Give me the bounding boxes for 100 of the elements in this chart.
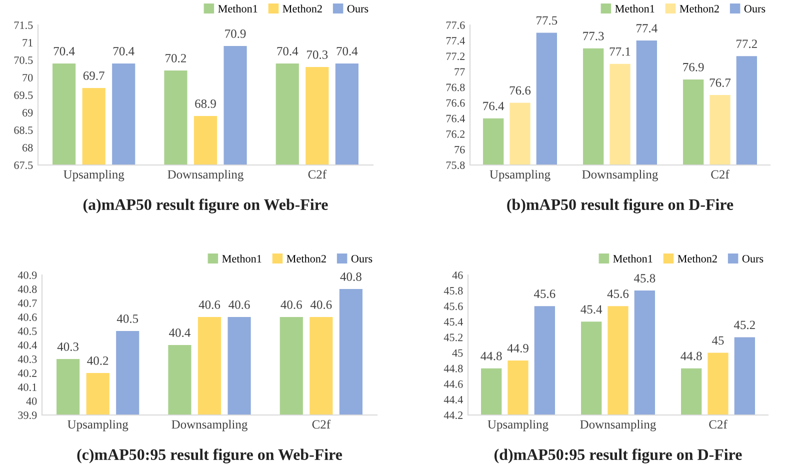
y-tick-label: 40.4 bbox=[18, 341, 37, 350]
x-tick-label: C2f bbox=[312, 420, 331, 429]
data-label: 40.6 bbox=[198, 300, 220, 309]
y-tick-label: 45.8 bbox=[444, 287, 463, 295]
y-tick-label: 40.8 bbox=[18, 285, 37, 294]
data-label: 69.7 bbox=[83, 72, 104, 80]
x-tick-label: C2f bbox=[308, 170, 327, 179]
y-tick-label: 70 bbox=[22, 74, 33, 82]
y-tick-label: 44.6 bbox=[444, 380, 463, 388]
y-tick-label: 40.9 bbox=[18, 271, 37, 280]
legend-label: Methon1 bbox=[222, 254, 262, 262]
x-tick-label: Upsampling bbox=[488, 420, 548, 432]
y-tick-label: 39.9 bbox=[18, 411, 37, 420]
y-tick-label: 75.8 bbox=[446, 161, 465, 170]
data-label: 70.4 bbox=[114, 46, 134, 56]
data-label: 44.8 bbox=[680, 352, 702, 360]
data-label: 77.5 bbox=[536, 16, 558, 25]
data-label: 40.6 bbox=[280, 300, 302, 309]
y-tick-label: 77.2 bbox=[446, 52, 465, 60]
x-tick-label: Upsampling bbox=[68, 420, 128, 432]
x-tick-label: C2f bbox=[709, 420, 728, 429]
y-tick-label: 46 bbox=[452, 271, 463, 279]
y-tick-label: 45.6 bbox=[444, 302, 463, 310]
y-tick-label: 71 bbox=[22, 39, 32, 46]
legend-label: Ours bbox=[742, 255, 764, 262]
y-tick-label: 44.4 bbox=[444, 396, 463, 404]
y-tick-label: 40 bbox=[26, 397, 37, 405]
data-label: 76.6 bbox=[510, 86, 531, 95]
y-tick-label: 71.5 bbox=[14, 22, 33, 30]
y-tick-label: 76.6 bbox=[446, 99, 465, 107]
x-tick-label: Downsampling bbox=[172, 420, 248, 432]
data-label: 77.2 bbox=[736, 40, 757, 48]
y-tick-label: 40.3 bbox=[18, 355, 37, 364]
y-tick-label: 69.5 bbox=[14, 91, 33, 100]
y-tick-label: 69 bbox=[22, 108, 33, 116]
y-tick-label: 40.6 bbox=[18, 313, 37, 322]
data-label: 70.2 bbox=[166, 54, 186, 62]
y-tick-label: 77 bbox=[454, 68, 465, 76]
y-tick-label: 76.4 bbox=[446, 114, 465, 122]
text: (c)mAP50:95 result figure on Web-Fire bbox=[77, 448, 342, 464]
y-tick-label: 67.5 bbox=[14, 161, 33, 170]
data-label: 45.2 bbox=[734, 320, 755, 330]
y-tick-label: 77.6 bbox=[446, 21, 465, 30]
data-label: 40.6 bbox=[310, 300, 332, 309]
text: (a)mAP50 result figure on Web-Fire bbox=[83, 198, 328, 214]
data-label: 68.9 bbox=[195, 99, 216, 108]
legend-label: Ours bbox=[351, 255, 372, 262]
x-tick-label: Downsampling bbox=[580, 420, 656, 432]
y-tick-label: 68.5 bbox=[14, 126, 33, 134]
data-label: 77.1 bbox=[610, 47, 630, 56]
data-label: 40.4 bbox=[169, 328, 190, 337]
legend-label: Ours bbox=[744, 5, 766, 12]
legend-label: Ours bbox=[347, 5, 368, 12]
data-label: 40.8 bbox=[340, 272, 362, 281]
data-label: 76.9 bbox=[683, 62, 704, 72]
y-tick-label: 45 bbox=[452, 349, 463, 357]
legend-label: Methon2 bbox=[678, 254, 717, 262]
data-label: 45.6 bbox=[607, 290, 629, 298]
x-tick-label: C2f bbox=[711, 170, 730, 179]
data-label: 45.4 bbox=[580, 305, 602, 314]
y-tick-label: 70.5 bbox=[14, 56, 33, 64]
data-label: 45.6 bbox=[534, 290, 556, 298]
legend-label: Methon2 bbox=[286, 254, 326, 262]
data-label: 70.9 bbox=[225, 29, 246, 38]
y-tick-label: 45.4 bbox=[444, 318, 463, 326]
data-label: 76.4 bbox=[483, 102, 504, 110]
y-tick-label: 44.8 bbox=[444, 364, 463, 372]
text: (d)mAP50:95 result figure on D-Fire bbox=[494, 448, 742, 464]
data-label: 70.4 bbox=[54, 46, 75, 56]
data-label: 45 bbox=[712, 336, 724, 345]
data-label: 44.8 bbox=[480, 352, 502, 360]
y-tick-label: 76 bbox=[454, 146, 465, 154]
y-tick-label: 40.7 bbox=[18, 299, 37, 308]
x-tick-label: Downsampling bbox=[582, 170, 658, 182]
data-label: 77.4 bbox=[636, 24, 658, 33]
legend-label: Methon2 bbox=[282, 4, 322, 12]
data-label: 70.4 bbox=[277, 46, 298, 56]
y-tick-label: 76.2 bbox=[446, 130, 465, 138]
legend-label: Methon1 bbox=[218, 4, 258, 12]
data-label: 44.9 bbox=[507, 344, 528, 353]
y-tick-label: 68 bbox=[22, 144, 33, 152]
data-label: 40.5 bbox=[116, 314, 138, 323]
y-tick-label: 44.2 bbox=[444, 411, 463, 420]
y-tick-label: 45.2 bbox=[444, 334, 463, 342]
text: (b)mAP50 result figure on D-Fire bbox=[507, 198, 734, 214]
data-label: 45.8 bbox=[634, 274, 656, 283]
legend-label: Methon2 bbox=[680, 4, 719, 12]
data-label: 40.6 bbox=[228, 300, 250, 309]
data-label: 70.4 bbox=[336, 46, 358, 56]
y-tick-label: 40.5 bbox=[18, 327, 37, 336]
x-tick-label: Upsampling bbox=[64, 170, 124, 182]
y-tick-label: 40.2 bbox=[18, 369, 37, 378]
data-label: 40.2 bbox=[87, 356, 108, 365]
y-tick-label: 40.1 bbox=[18, 383, 36, 392]
x-tick-label: Upsampling bbox=[490, 170, 550, 182]
data-label: 40.3 bbox=[57, 342, 79, 351]
legend-label: Methon1 bbox=[615, 4, 654, 12]
x-tick-label: Downsampling bbox=[168, 170, 244, 182]
legend-label: Methon1 bbox=[613, 254, 652, 262]
y-tick-label: 77.4 bbox=[446, 37, 465, 45]
